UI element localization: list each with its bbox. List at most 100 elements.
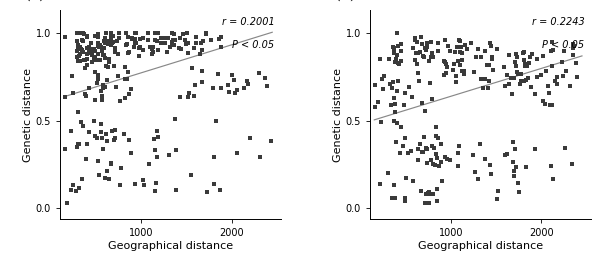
Point: [77, 49, 87, 53]
Point: [124, 92, 134, 96]
Point: [77, 31, 87, 35]
Point: [230, 91, 239, 95]
Point: [419, 54, 428, 58]
Point: [214, 37, 224, 41]
Point: [94, 173, 104, 177]
Point: [460, 69, 469, 73]
Point: [106, 161, 116, 166]
Point: [560, 146, 569, 150]
Point: [431, 134, 440, 138]
Point: [101, 56, 110, 60]
Point: [376, 119, 385, 124]
Point: [115, 98, 125, 103]
Point: [546, 164, 556, 168]
Point: [392, 89, 401, 93]
Point: [442, 70, 451, 75]
Point: [394, 79, 403, 83]
Point: [540, 102, 550, 106]
Point: [418, 150, 427, 154]
Point: [436, 160, 445, 164]
Point: [396, 49, 406, 53]
Point: [87, 60, 97, 64]
Point: [80, 66, 90, 70]
Point: [427, 51, 437, 55]
Point: [98, 86, 108, 90]
Point: [424, 201, 434, 205]
Point: [71, 189, 81, 193]
Point: [508, 140, 518, 144]
Point: [62, 200, 72, 205]
Point: [536, 73, 545, 77]
Point: [426, 40, 436, 45]
Point: [519, 50, 529, 54]
Point: [73, 59, 83, 63]
Point: [153, 48, 163, 52]
Point: [484, 86, 493, 90]
Point: [127, 36, 137, 40]
Point: [375, 182, 385, 186]
Point: [202, 32, 211, 36]
Point: [107, 43, 116, 47]
Point: [211, 119, 221, 123]
Point: [82, 63, 92, 67]
Point: [206, 38, 216, 42]
Point: [532, 75, 541, 79]
Point: [442, 65, 451, 69]
Point: [82, 57, 91, 61]
Point: [519, 78, 529, 83]
Point: [151, 181, 161, 185]
Y-axis label: Genetic distance: Genetic distance: [332, 68, 343, 162]
Point: [104, 65, 113, 69]
Point: [455, 39, 464, 44]
Point: [90, 34, 100, 38]
Point: [449, 68, 458, 72]
Point: [113, 52, 122, 56]
Point: [87, 53, 97, 57]
Point: [239, 87, 249, 91]
Point: [72, 49, 82, 53]
Point: [403, 151, 413, 155]
Point: [74, 54, 83, 58]
Point: [424, 190, 434, 194]
Point: [190, 46, 199, 50]
Point: [143, 38, 152, 42]
Point: [176, 47, 185, 51]
Point: [74, 31, 83, 35]
Point: [511, 165, 521, 169]
Point: [187, 66, 196, 70]
Point: [453, 151, 463, 155]
Point: [377, 77, 387, 81]
Point: [388, 196, 397, 200]
Point: [162, 50, 172, 54]
Point: [394, 62, 403, 66]
Point: [391, 140, 401, 144]
Point: [82, 142, 92, 146]
Point: [103, 169, 112, 173]
Point: [505, 82, 514, 87]
Point: [94, 44, 103, 48]
Point: [484, 79, 493, 83]
Point: [431, 125, 441, 130]
Point: [398, 145, 408, 149]
Point: [130, 41, 140, 45]
Point: [404, 85, 414, 90]
Point: [232, 88, 242, 92]
Point: [430, 146, 439, 150]
Point: [191, 41, 200, 45]
Point: [432, 156, 442, 160]
Point: [100, 53, 109, 57]
Point: [462, 46, 472, 51]
Point: [453, 59, 463, 63]
Point: [197, 68, 207, 73]
Point: [478, 86, 488, 90]
Point: [72, 31, 82, 35]
Point: [504, 53, 514, 57]
Point: [73, 110, 83, 114]
Point: [67, 129, 76, 133]
Point: [432, 187, 442, 191]
Point: [85, 45, 94, 49]
Point: [518, 51, 528, 55]
Point: [97, 98, 107, 102]
Point: [86, 47, 95, 51]
Point: [399, 103, 409, 107]
